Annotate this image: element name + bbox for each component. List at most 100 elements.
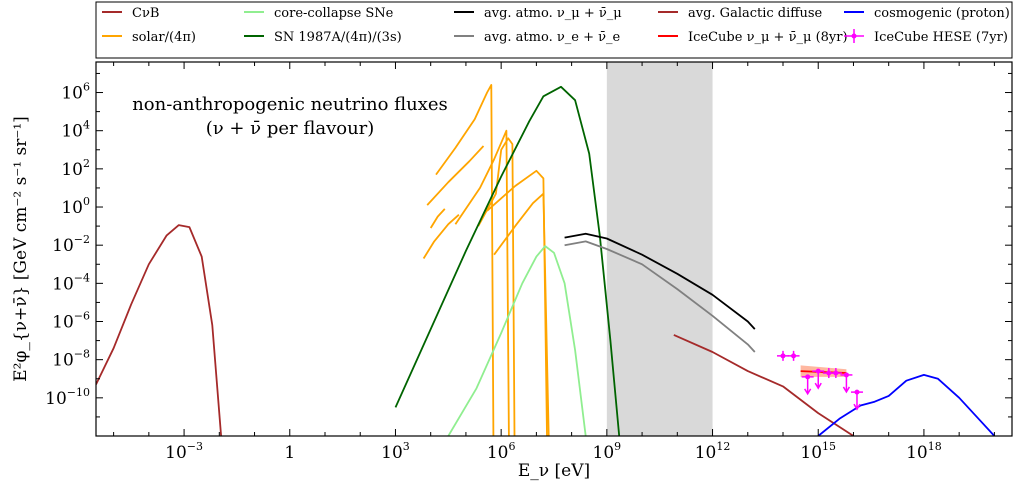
x-tick-label-5: 1012 — [695, 440, 731, 463]
x-tick-label-2: 103 — [381, 440, 410, 463]
tick-exp: −4 — [74, 271, 90, 284]
hese-marker — [854, 389, 860, 395]
series-line-0 — [96, 224, 222, 436]
x-tick-label-4: 109 — [593, 440, 622, 463]
chart-legend: CνB solar/(4π) core-collapse SNe SN 1987A/(… — [95, 1, 1013, 59]
tick-exp: 6 — [508, 440, 515, 453]
tick-exp: 6 — [83, 81, 90, 94]
x-axis-title: E_ν [eV] — [518, 461, 590, 481]
hese-point-0 — [777, 350, 789, 361]
annotation-line-0: non-anthropogenic neutrino fluxes — [132, 94, 448, 115]
tick-base: 10 — [61, 160, 83, 180]
legend-item-5: avg. atmo. ν_e + ν̄_e — [454, 30, 621, 45]
x-tick-label-6: 1015 — [800, 440, 836, 463]
series-line-12 — [564, 240, 756, 353]
series-line-5 — [454, 129, 510, 436]
tick-base: 10 — [487, 443, 509, 463]
y-tick-label-4: 10−2 — [52, 233, 90, 256]
tick-base: 10 — [52, 274, 74, 294]
tick-exp: 12 — [716, 440, 730, 453]
series-line-11 — [564, 232, 756, 330]
hese-point-3 — [812, 368, 825, 390]
plot-background — [96, 62, 1012, 436]
tick-base: 10 — [61, 122, 83, 142]
y-tick-label-5: 10−4 — [52, 271, 90, 294]
tick-base: 10 — [165, 443, 187, 463]
tick-exp: −10 — [67, 386, 90, 399]
series-line-6 — [477, 137, 516, 436]
axis-titles: E_ν [eV] E²φ_{ν+ν̄} [GeV cm⁻² s⁻¹ sr⁻¹] — [11, 116, 590, 481]
tick-base: 10 — [52, 236, 74, 256]
tick-exp: 18 — [928, 440, 942, 453]
hese-marker — [780, 353, 786, 359]
tick-exp: 3 — [403, 440, 410, 453]
tick-base: 10 — [61, 84, 83, 104]
series-line-8 — [486, 169, 548, 436]
hese-marker — [791, 353, 797, 359]
legend-item-0: CνB — [102, 6, 159, 21]
series-line-9 — [447, 245, 587, 436]
tick-base: 10 — [381, 443, 403, 463]
legend-item-1: solar/(4π) — [102, 30, 196, 45]
tick-exp: 9 — [614, 440, 621, 453]
tick-base: 1 — [284, 443, 295, 463]
legend-label: SN 1987A/(4π)/(3s) — [274, 30, 402, 45]
hese-point-5 — [829, 368, 842, 379]
hese-limit-arrow — [814, 382, 822, 390]
series-line-10 — [394, 85, 621, 436]
legend-label: cosmogenic (proton) — [874, 6, 1010, 21]
hese-limit-arrow — [842, 386, 851, 394]
legend-item-9: IceCube HESE (7yr) — [844, 29, 1008, 45]
tick-exp: −6 — [74, 310, 90, 323]
y-tick-label-8: 10−10 — [45, 386, 90, 409]
shaded-band — [606, 62, 713, 436]
legend-item-6: avg. Galactic diffuse — [658, 6, 823, 21]
tick-exp: 4 — [83, 119, 90, 132]
series-lines — [96, 84, 996, 436]
x-tick-label-7: 1018 — [906, 440, 942, 463]
series-line-14 — [817, 374, 996, 436]
y-tick-label-7: 10−8 — [52, 348, 90, 371]
y-tick-label-3: 100 — [61, 195, 90, 218]
series-line-2 — [422, 214, 460, 259]
legend-item-4: avg. atmo. ν_μ + ν̄_μ — [454, 6, 622, 21]
hese-marker — [815, 368, 821, 374]
hese-points — [777, 350, 863, 411]
hese-limit-arrow — [804, 388, 812, 396]
hese-point-7 — [850, 389, 863, 411]
y-tick-label-1: 104 — [61, 119, 90, 142]
tick-exp: 15 — [822, 440, 836, 453]
y-tick-label-2: 102 — [61, 157, 90, 180]
tick-base: 10 — [45, 389, 67, 409]
hese-marker — [805, 374, 811, 380]
series-line-4 — [435, 84, 495, 436]
legend-item-3: SN 1987A/(4π)/(3s) — [244, 30, 402, 45]
series-line-13 — [673, 334, 854, 436]
hese-marker — [843, 372, 849, 378]
y-tick-label-6: 10−6 — [52, 310, 90, 333]
tick-base: 10 — [695, 443, 717, 463]
legend-label: solar/(4π) — [132, 30, 196, 45]
series-line-1 — [429, 208, 446, 229]
y-axis-title: E²φ_{ν+ν̄} [GeV cm⁻² s⁻¹ sr⁻¹] — [11, 116, 31, 382]
tick-exp: −3 — [187, 440, 203, 453]
hese-point-6 — [840, 372, 853, 394]
tick-base: 10 — [800, 443, 822, 463]
legend-label: avg. atmo. ν_e + ν̄_e — [484, 30, 621, 45]
tick-exp: −8 — [74, 348, 90, 361]
legend-item-2: core-collapse SNe — [244, 6, 394, 21]
hese-limit-arrow — [853, 403, 861, 411]
axis-ticks: 10−3 1 103 106 109 1012 1015 101810610410210010… — [45, 62, 1012, 463]
tick-exp: −2 — [74, 233, 90, 246]
legend-label: IceCube HESE (7yr) — [874, 30, 1008, 45]
legend-swatch-dot — [851, 33, 857, 39]
tick-exp: 0 — [83, 195, 90, 208]
legend-label: CνB — [132, 6, 159, 21]
x-tick-label-1: 1 — [284, 443, 295, 463]
legend-label: avg. Galactic diffuse — [688, 6, 823, 21]
hese-marker — [826, 370, 832, 376]
tick-base: 10 — [61, 198, 83, 218]
hese-point-2 — [801, 374, 814, 396]
hese-point-1 — [787, 350, 800, 361]
